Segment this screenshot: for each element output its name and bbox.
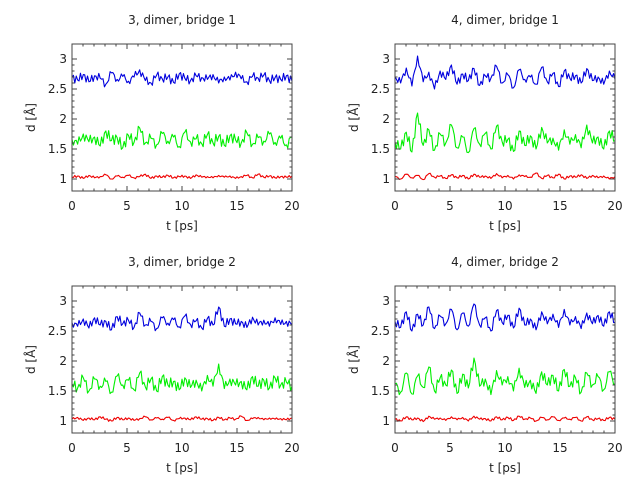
series-line-2	[72, 363, 292, 395]
y-axis-label: d [Å]	[346, 103, 361, 132]
x-tick-label: 20	[607, 441, 622, 455]
series-line-2	[395, 357, 615, 396]
chart-title: 4, dimer, bridge 2	[451, 255, 559, 269]
plot-frame	[71, 285, 293, 434]
x-tick-label: 20	[284, 441, 299, 455]
chart-panel-3: 0 5 10 15 20 1 1.5 2 2.5 3 3, dimer, bridge 2 t [ps…	[23, 255, 300, 475]
y-tick-label: 1.5	[48, 384, 67, 398]
y-tick-label: 2	[382, 112, 390, 126]
chart-title: 3, dimer, bridge 1	[128, 13, 236, 27]
x-tick-label: 10	[174, 199, 189, 213]
y-tick-label: 1	[59, 172, 67, 186]
series-line-1	[72, 306, 292, 332]
x-tick-label: 15	[552, 199, 567, 213]
x-tick-label: 0	[391, 441, 399, 455]
y-tick-label: 3	[59, 294, 67, 308]
chart-panel-1: 0 5 10 15 20 1 1.5 2 2.5 3 3, dimer, bridge 1 t [ps…	[23, 13, 300, 233]
x-tick-label: 5	[446, 199, 454, 213]
x-tick-label: 0	[391, 199, 399, 213]
chart-panel-2: 0 5 10 15 20 1 1.5 2 2.5 3 4, dimer, bridge 1 t [ps…	[346, 13, 623, 233]
x-tick-label: 20	[284, 199, 299, 213]
y-tick-label: 2.5	[48, 324, 67, 338]
series-group	[395, 303, 615, 423]
x-tick-label: 10	[497, 199, 512, 213]
series-line-1	[72, 69, 292, 88]
x-tick-label: 15	[229, 441, 244, 455]
y-tick-label: 2	[382, 354, 390, 368]
x-tick-label: 15	[552, 441, 567, 455]
series-group	[395, 55, 615, 181]
chart-title: 4, dimer, bridge 1	[451, 13, 559, 27]
plot-frame	[71, 43, 293, 192]
series-line-2	[395, 112, 615, 154]
y-tick-label: 1.5	[371, 142, 390, 156]
series-line-3	[395, 172, 615, 181]
y-tick-label: 2.5	[371, 82, 390, 96]
y-tick-label: 2	[59, 112, 67, 126]
y-tick-label: 1	[59, 414, 67, 428]
x-tick-label: 10	[174, 441, 189, 455]
series-line-1	[395, 303, 615, 332]
y-tick-label: 1.5	[371, 384, 390, 398]
x-axis-label: t [ps]	[166, 219, 198, 233]
x-tick-label: 5	[123, 199, 131, 213]
y-tick-label: 3	[382, 52, 390, 66]
y-tick-label: 3	[382, 294, 390, 308]
series-group	[72, 69, 292, 180]
chart-panel-4: 0 5 10 15 20 1 1.5 2 2.5 3 4, dimer, bridge 2 t [ps…	[346, 255, 623, 475]
series-line-3	[72, 415, 292, 422]
y-axis-label: d [Å]	[23, 103, 38, 132]
x-axis-label: t [ps]	[489, 219, 521, 233]
series-line-2	[72, 125, 292, 150]
y-tick-label: 2	[59, 354, 67, 368]
x-axis-label: t [ps]	[489, 461, 521, 475]
x-tick-label: 10	[497, 441, 512, 455]
y-tick-label: 1	[382, 172, 390, 186]
x-tick-label: 0	[68, 441, 76, 455]
x-axis-label: t [ps]	[166, 461, 198, 475]
y-axis-label: d [Å]	[346, 345, 361, 374]
y-axis-label: d [Å]	[23, 345, 38, 374]
y-tick-label: 2.5	[48, 82, 67, 96]
y-tick-label: 3	[59, 52, 67, 66]
x-tick-label: 20	[607, 199, 622, 213]
series-line-1	[395, 55, 615, 90]
x-tick-label: 5	[446, 441, 454, 455]
y-tick-label: 1	[382, 414, 390, 428]
x-tick-label: 0	[68, 199, 76, 213]
x-tick-label: 5	[123, 441, 131, 455]
series-line-3	[72, 173, 292, 180]
series-group	[72, 306, 292, 422]
plot-frame	[394, 43, 616, 192]
y-tick-label: 2.5	[371, 324, 390, 338]
plot-frame	[394, 285, 616, 434]
x-tick-label: 15	[229, 199, 244, 213]
y-tick-label: 1.5	[48, 142, 67, 156]
chart-title: 3, dimer, bridge 2	[128, 255, 236, 269]
series-line-3	[395, 415, 615, 423]
